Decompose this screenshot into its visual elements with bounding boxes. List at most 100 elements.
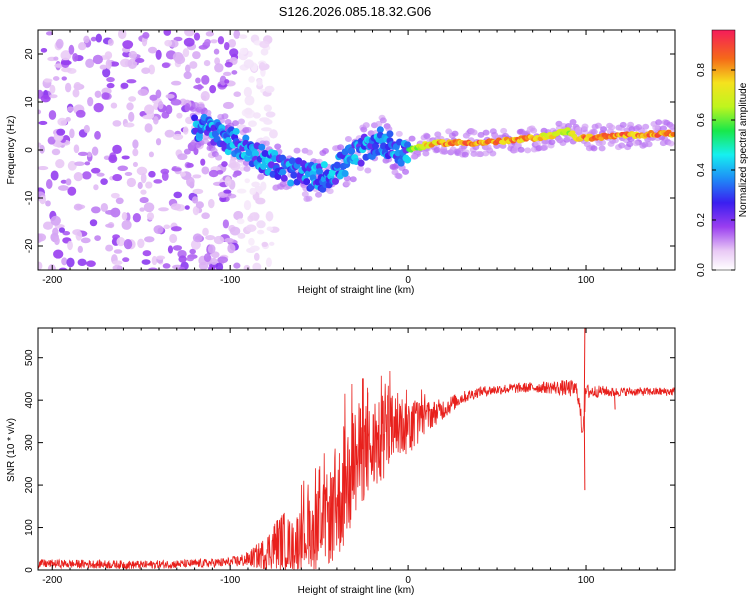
heatmap-halo-blob bbox=[293, 147, 301, 154]
heatmap-halo-blob bbox=[237, 118, 245, 125]
heatmap-noise-blob bbox=[249, 187, 257, 196]
heatmap-ridge-blob bbox=[397, 159, 405, 167]
colorbar-tick-label: 0.2 bbox=[696, 213, 707, 227]
heatmap-noise-blob bbox=[38, 233, 43, 243]
heatmap-noise-blob bbox=[40, 47, 48, 53]
heatmap-noise-blob bbox=[141, 67, 151, 74]
heatmap-noise-blob bbox=[207, 198, 215, 209]
heatmap-noise-blob bbox=[233, 30, 241, 39]
heatmap-noise-blob bbox=[251, 181, 260, 188]
heatmap-noise-blob bbox=[265, 211, 274, 222]
heatmap-noise-blob bbox=[266, 226, 274, 231]
heatmap-noise-blob bbox=[183, 37, 195, 47]
heatmap-noise-blob bbox=[144, 236, 155, 243]
heatmap-noise-blob bbox=[184, 30, 195, 37]
heatmap-noise-blob bbox=[209, 84, 217, 94]
heatmap-noise-blob bbox=[170, 80, 182, 86]
heatmap-noise-blob bbox=[115, 197, 124, 205]
heatmap-noise-blob bbox=[229, 226, 241, 236]
heatmap-noise-blob bbox=[252, 262, 262, 270]
snr-frame bbox=[37, 327, 676, 571]
heatmap-noise-blob bbox=[248, 237, 255, 246]
heatmap-noise-blob bbox=[49, 84, 56, 94]
heatmap-noise-blob bbox=[128, 111, 135, 122]
heatmap-noise-blob bbox=[39, 195, 47, 205]
heatmap-noise-blob bbox=[141, 259, 151, 265]
heatmap-noise-blob bbox=[109, 61, 120, 67]
heatmap-noise-blob bbox=[172, 133, 184, 141]
heatmap-halo-blob bbox=[500, 127, 508, 134]
heatmap-halo-blob bbox=[628, 126, 636, 133]
heatmap-noise-blob bbox=[164, 39, 173, 47]
heatmap-halo-blob bbox=[599, 139, 607, 146]
heatmap-halo-blob bbox=[343, 180, 351, 187]
heatmap-noise-blob bbox=[210, 39, 218, 44]
heatmap-halo-blob bbox=[591, 123, 599, 130]
heatmap-noise-blob bbox=[141, 36, 148, 47]
heatmap-noise-blob bbox=[265, 111, 276, 118]
heatmap-noise-blob bbox=[40, 94, 51, 103]
heatmap-noise-blob bbox=[173, 191, 183, 199]
snr-x-tick-label: -100 bbox=[220, 575, 240, 586]
heatmap-noise-blob bbox=[258, 61, 266, 71]
heatmap-noise-blob bbox=[90, 36, 97, 42]
heatmap-halo-blob bbox=[244, 126, 252, 133]
heatmap-noise-blob bbox=[45, 178, 53, 189]
heatmap-noise-blob bbox=[52, 76, 60, 81]
heatmap-noise-blob bbox=[132, 139, 139, 149]
heatmap-noise-blob bbox=[260, 181, 267, 191]
heatmap-noise-blob bbox=[236, 188, 247, 194]
heatmap-halo-blob bbox=[423, 133, 431, 140]
heatmap-halo-blob bbox=[530, 127, 538, 134]
heatmap-noise-blob bbox=[82, 171, 92, 180]
heatmap-noise-blob bbox=[205, 234, 216, 241]
heatmap-ridge-blob bbox=[232, 127, 240, 135]
heatmap-noise-blob bbox=[260, 48, 269, 56]
heatmap-noise-blob bbox=[38, 109, 42, 115]
heatmap-noise-blob bbox=[245, 224, 257, 232]
heatmap-noise-blob bbox=[142, 114, 153, 120]
heatmap-halo-blob bbox=[569, 119, 577, 126]
heatmap-noise-blob bbox=[73, 203, 83, 211]
heatmap-noise-blob bbox=[201, 166, 210, 175]
spectrogram-heatmap bbox=[38, 30, 675, 270]
heatmap-noise-blob bbox=[112, 120, 122, 127]
heatmap-noise-blob bbox=[224, 79, 230, 84]
heatmap-halo-blob bbox=[590, 145, 598, 152]
heatmap-noise-blob bbox=[128, 96, 137, 102]
heatmap-noise-blob bbox=[143, 202, 155, 213]
heatmap-noise-blob bbox=[214, 63, 224, 73]
heatmap-noise-blob bbox=[243, 200, 252, 211]
heatmap-noise-blob bbox=[122, 257, 130, 263]
heatmap-noise-blob bbox=[61, 257, 68, 266]
heatmap-noise-blob bbox=[128, 50, 138, 59]
heatmap-noise-blob bbox=[213, 235, 225, 245]
heatmap-halo-blob bbox=[445, 128, 453, 135]
heatmap-noise-blob bbox=[192, 188, 204, 195]
heatmap-halo-blob bbox=[274, 143, 282, 150]
heatmap-noise-blob bbox=[195, 77, 201, 84]
heatmap-noise-blob bbox=[222, 219, 230, 229]
snr-spike bbox=[614, 392, 616, 410]
heatmap-noise-blob bbox=[139, 197, 149, 204]
heatmap-noise-blob bbox=[117, 165, 129, 172]
heatmap-noise-blob bbox=[161, 171, 169, 182]
heatmap-halo-blob bbox=[422, 150, 430, 157]
heatmap-noise-blob bbox=[203, 59, 211, 67]
heatmap-noise-blob bbox=[153, 225, 164, 234]
heatmap-noise-blob bbox=[112, 260, 123, 266]
heatmap-noise-blob bbox=[87, 96, 94, 107]
spectrogram-y-tick-label: 20 bbox=[24, 48, 35, 60]
heatmap-noise-blob bbox=[105, 210, 116, 215]
heatmap-ridge-blob bbox=[274, 172, 282, 180]
heatmap-noise-blob bbox=[171, 167, 182, 172]
heatmap-noise-blob bbox=[148, 151, 154, 158]
spectrogram-x-label: Height of straight line (km) bbox=[298, 285, 415, 296]
spectrogram-x-axis: -200 -100 0 100 bbox=[42, 30, 676, 286]
heatmap-noise-blob bbox=[60, 60, 72, 66]
heatmap-noise-blob bbox=[161, 62, 170, 69]
heatmap-noise-blob bbox=[91, 146, 99, 156]
heatmap-halo-blob bbox=[433, 146, 441, 153]
heatmap-noise-blob bbox=[132, 161, 138, 168]
